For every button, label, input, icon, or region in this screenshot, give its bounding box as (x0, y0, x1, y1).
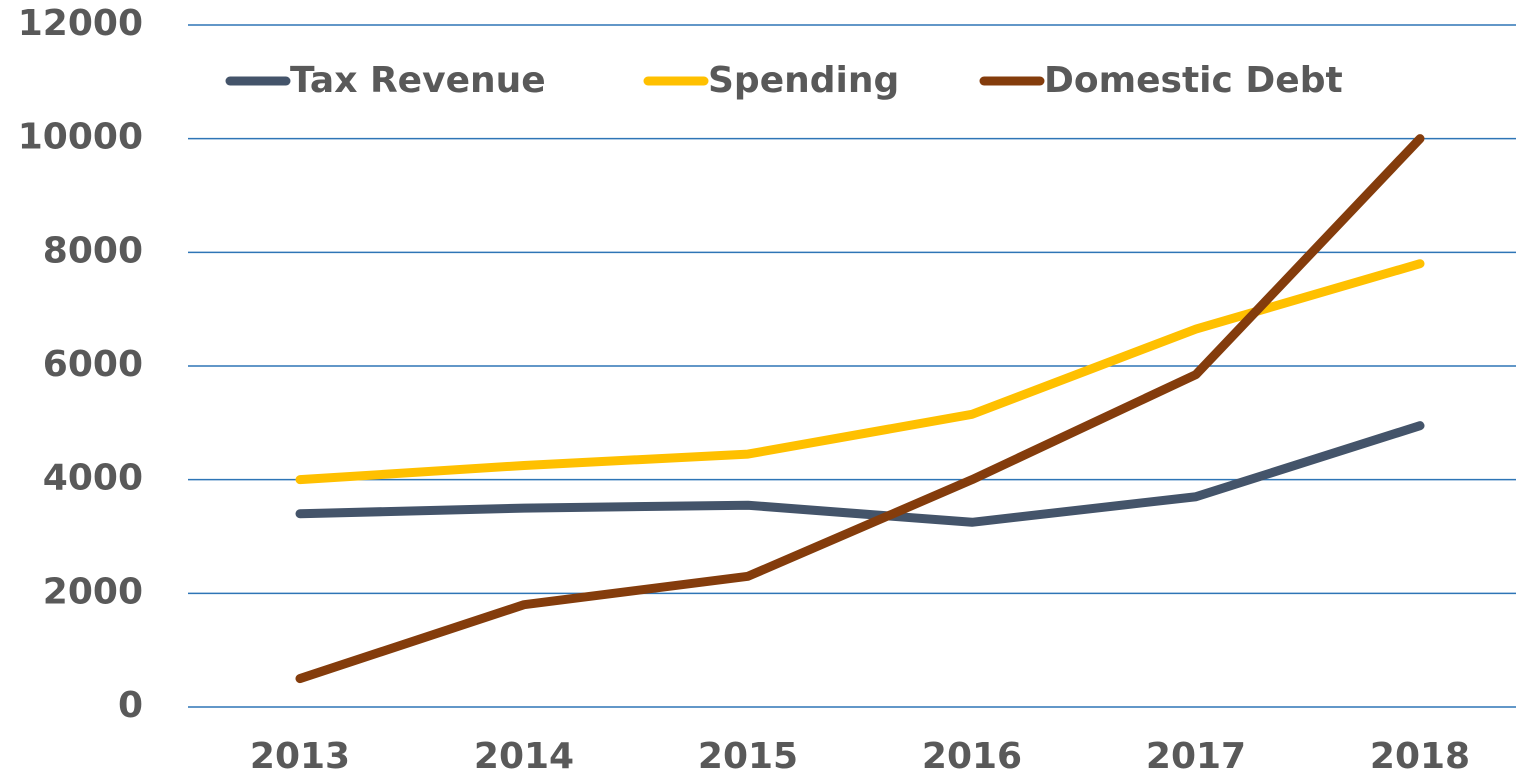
y-tick-label: 10000 (18, 117, 143, 158)
y-tick-label: 8000 (43, 230, 143, 271)
legend-label: Tax Revenue (290, 60, 546, 101)
y-tick-label: 6000 (43, 344, 143, 385)
line-series (295, 259, 1425, 485)
x-tick-label: 2018 (1370, 736, 1470, 777)
x-tick-label: 2013 (250, 736, 350, 777)
line-series (295, 134, 1425, 684)
y-tick-label: 4000 (43, 458, 143, 499)
x-tick-label: 2014 (474, 736, 574, 777)
x-tick-label: 2017 (1146, 736, 1246, 777)
line-series (295, 421, 1425, 527)
legend-label: Domestic Debt (1044, 60, 1343, 101)
y-tick-label: 2000 (43, 571, 143, 612)
y-tick-label: 12000 (18, 3, 143, 44)
y-tick-label: 0 (118, 685, 143, 726)
x-tick-label: 2016 (922, 736, 1022, 777)
x-tick-label: 2015 (698, 736, 798, 777)
legend-label: Spending (708, 60, 899, 101)
